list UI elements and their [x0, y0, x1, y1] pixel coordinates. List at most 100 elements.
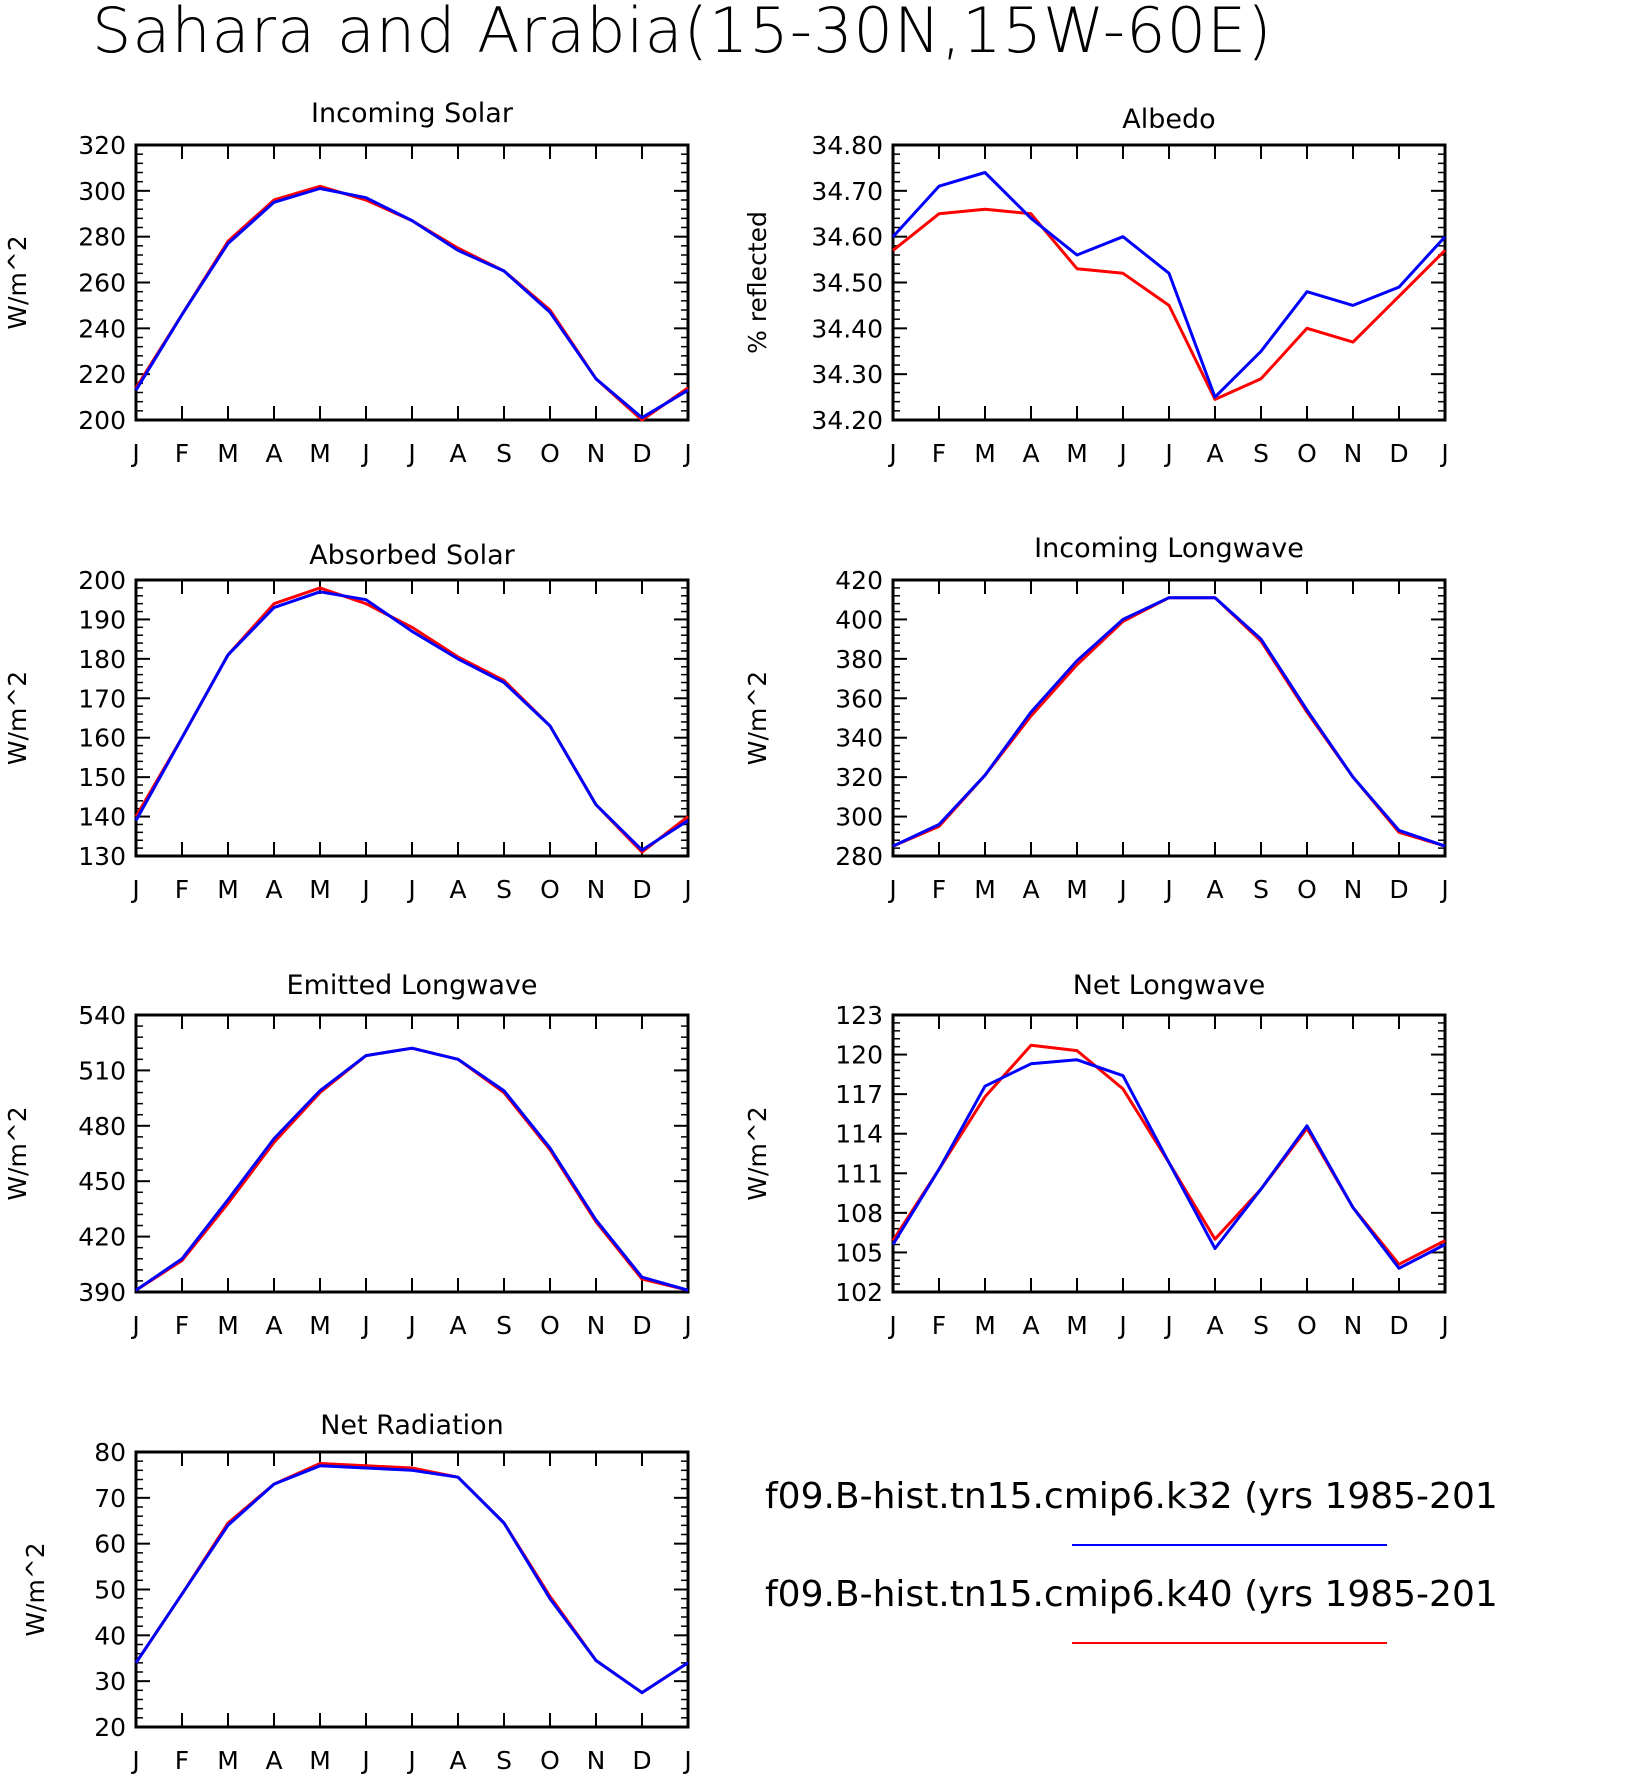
plot-frame [891, 143, 1447, 422]
x-tick-label: A [1206, 1311, 1223, 1340]
x-tick-label: J [682, 1746, 691, 1775]
plot-frame [134, 1450, 690, 1729]
x-tick-label: M [217, 439, 239, 468]
y-tick-label: 450 [78, 1167, 126, 1196]
x-tick-label: M [217, 1746, 239, 1775]
x-tick-label: D [1389, 439, 1408, 468]
x-tick-label: O [540, 1746, 560, 1775]
y-tick-label: 130 [78, 842, 126, 871]
x-tick-label: N [1344, 439, 1363, 468]
x-tick-label: O [1297, 1311, 1317, 1340]
y-tick-label: 111 [835, 1159, 883, 1188]
x-tick-label: J [360, 875, 369, 904]
x-tick-label: S [1253, 875, 1269, 904]
x-tick-label: J [1163, 1311, 1172, 1340]
y-tick-label: 70 [94, 1484, 126, 1513]
x-tick-label: D [1389, 875, 1408, 904]
x-tick-label: M [217, 1311, 239, 1340]
panel-title: Incoming Solar [311, 98, 514, 129]
y-tick-label: 300 [78, 177, 126, 206]
plot-frame [134, 143, 690, 422]
y-tick-label: 190 [78, 605, 126, 634]
x-tick-label: F [932, 1311, 946, 1340]
series-line [135, 1046, 689, 1292]
x-tick-label: S [496, 875, 512, 904]
x-tick-label: M [1066, 1311, 1088, 1340]
y-tick-label: 200 [78, 406, 126, 435]
x-tick-label: A [449, 439, 466, 468]
legend-label: f09.B-hist.tn15.cmip6.k32 (yrs 1985-201 [765, 1476, 1498, 1517]
y-tick-label: 360 [835, 684, 883, 713]
x-tick-label: O [540, 875, 560, 904]
y-tick-label: 540 [78, 1001, 126, 1030]
y-tick-label: 420 [78, 1223, 126, 1252]
panel-title: Albedo [1122, 104, 1215, 135]
y-tick-label: 140 [78, 803, 126, 832]
x-tick-label: F [175, 1311, 189, 1340]
y-tick-label: 120 [835, 1041, 883, 1070]
y-tick-label: 60 [94, 1530, 126, 1559]
y-tick-label: 170 [78, 684, 126, 713]
series-line [135, 1046, 689, 1292]
series-line [891, 1043, 1446, 1266]
y-tick-label: 123 [835, 1001, 883, 1030]
x-tick-label: M [974, 875, 996, 904]
y-tick-label: 105 [835, 1238, 883, 1267]
y-axis-title: % reflected [743, 211, 772, 354]
series-line [892, 596, 1446, 848]
plot-frame [891, 1013, 1447, 1294]
x-tick-label: M [1066, 439, 1088, 468]
x-tick-label: J [682, 875, 691, 904]
panel-title: Incoming Longwave [1034, 533, 1304, 564]
series-line [134, 1462, 689, 1695]
x-tick-label: J [130, 439, 139, 468]
x-tick-label: F [175, 439, 189, 468]
x-tick-label: D [632, 439, 651, 468]
x-tick-label: J [887, 875, 896, 904]
x-tick-label: F [932, 439, 946, 468]
y-tick-label: 320 [78, 131, 126, 160]
x-tick-label: J [1163, 439, 1172, 468]
y-tick-label: 20 [94, 1713, 126, 1742]
y-tick-label: 510 [78, 1056, 126, 1085]
x-tick-label: A [265, 439, 282, 468]
x-tick-label: A [1206, 439, 1223, 468]
x-tick-label: M [974, 1311, 996, 1340]
y-axis-title: W/m^2 [3, 1106, 32, 1200]
x-tick-label: N [587, 1746, 606, 1775]
x-tick-label: A [265, 1311, 282, 1340]
x-tick-label: J [360, 439, 369, 468]
x-tick-label: J [1163, 875, 1172, 904]
figure-title: Sahara and Arabia(15-30N,15W-60E) [92, 0, 1273, 67]
x-tick-label: J [406, 1311, 415, 1340]
x-tick-label: J [360, 1746, 369, 1775]
y-tick-label: 102 [835, 1278, 883, 1307]
x-tick-label: J [360, 1311, 369, 1340]
panel-title: Net Radiation [320, 1410, 504, 1441]
y-tick-label: 80 [94, 1438, 126, 1467]
y-tick-label: 40 [94, 1621, 126, 1650]
y-tick-label: 480 [78, 1112, 126, 1141]
x-tick-label: N [587, 439, 606, 468]
series-line [892, 596, 1446, 848]
x-tick-label: J [1117, 875, 1126, 904]
y-tick-label: 150 [78, 763, 126, 792]
y-tick-label: 34.60 [811, 223, 883, 252]
x-tick-label: M [309, 439, 331, 468]
x-tick-label: M [309, 1311, 331, 1340]
x-tick-label: J [887, 1311, 896, 1340]
x-tick-label: M [309, 875, 331, 904]
x-tick-label: O [540, 1311, 560, 1340]
y-tick-label: 108 [835, 1199, 883, 1228]
x-tick-label: J [130, 1311, 139, 1340]
x-tick-label: M [309, 1746, 331, 1775]
series-line [892, 207, 1447, 401]
y-tick-label: 380 [835, 645, 883, 674]
series-line [134, 187, 689, 420]
